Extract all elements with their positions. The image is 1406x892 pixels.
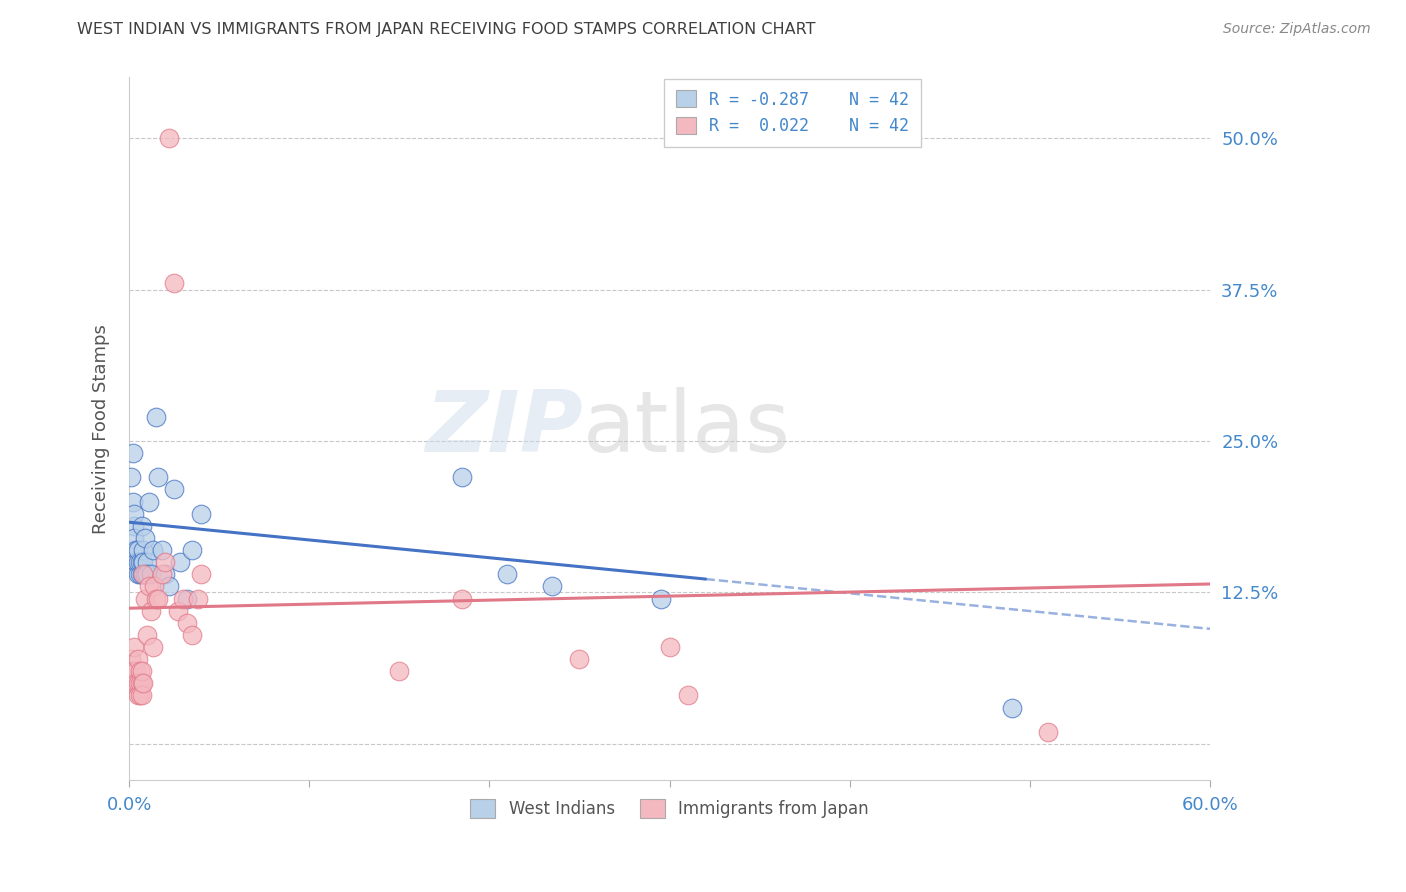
Point: [451, 591, 474, 606]
Point: [138, 494, 160, 508]
Point: [163, 277, 186, 291]
Point: [136, 555, 159, 569]
Point: [136, 628, 159, 642]
Point: [121, 446, 143, 460]
Point: [134, 567, 156, 582]
Point: [125, 555, 148, 569]
Point: [146, 470, 169, 484]
Point: [127, 676, 149, 690]
Point: [124, 518, 146, 533]
Point: [132, 567, 155, 582]
Point: [134, 591, 156, 606]
Point: [169, 555, 191, 569]
Point: [121, 494, 143, 508]
Point: [128, 555, 150, 569]
Point: [163, 483, 186, 497]
Point: [124, 676, 146, 690]
Point: [181, 543, 204, 558]
Point: [120, 652, 142, 666]
Point: [127, 689, 149, 703]
Point: [145, 409, 167, 424]
Point: [127, 555, 149, 569]
Point: [138, 579, 160, 593]
Point: [127, 543, 149, 558]
Point: [1036, 724, 1059, 739]
Point: [125, 676, 148, 690]
Point: [124, 507, 146, 521]
Point: [134, 531, 156, 545]
Point: [658, 640, 681, 654]
Point: [153, 555, 176, 569]
Point: [190, 567, 212, 582]
Text: Source: ZipAtlas.com: Source: ZipAtlas.com: [1223, 22, 1371, 37]
Point: [153, 567, 176, 582]
Point: [650, 591, 672, 606]
Point: [128, 567, 150, 582]
Point: [120, 470, 142, 484]
Point: [190, 507, 212, 521]
Point: [128, 689, 150, 703]
Point: [157, 131, 180, 145]
Point: [121, 665, 143, 679]
Point: [157, 579, 180, 593]
Point: [124, 640, 146, 654]
Point: [127, 652, 149, 666]
Point: [131, 555, 153, 569]
Point: [132, 555, 155, 569]
Point: [568, 652, 591, 666]
Point: [128, 676, 150, 690]
Point: [1001, 700, 1024, 714]
Point: [131, 689, 153, 703]
Point: [131, 665, 153, 679]
Point: [136, 567, 159, 582]
Point: [131, 567, 153, 582]
Point: [186, 591, 208, 606]
Point: [125, 555, 148, 569]
Legend: West Indians, Immigrants from Japan: West Indians, Immigrants from Japan: [464, 792, 876, 825]
Point: [139, 604, 162, 618]
Point: [132, 543, 155, 558]
Point: [150, 543, 173, 558]
Text: atlas: atlas: [583, 387, 792, 470]
Point: [132, 676, 155, 690]
Point: [496, 567, 519, 582]
Point: [166, 604, 188, 618]
Point: [176, 591, 198, 606]
Point: [451, 470, 474, 484]
Point: [388, 665, 411, 679]
Point: [124, 543, 146, 558]
Point: [143, 579, 166, 593]
Point: [131, 676, 153, 690]
Text: ZIP: ZIP: [426, 387, 583, 470]
Point: [131, 518, 153, 533]
Point: [141, 543, 163, 558]
Point: [139, 567, 162, 582]
Y-axis label: Receiving Food Stamps: Receiving Food Stamps: [93, 324, 110, 533]
Point: [145, 591, 167, 606]
Point: [150, 567, 173, 582]
Point: [125, 665, 148, 679]
Point: [141, 640, 163, 654]
Text: WEST INDIAN VS IMMIGRANTS FROM JAPAN RECEIVING FOOD STAMPS CORRELATION CHART: WEST INDIAN VS IMMIGRANTS FROM JAPAN REC…: [77, 22, 815, 37]
Point: [541, 579, 564, 593]
Point: [128, 665, 150, 679]
Point: [124, 531, 146, 545]
Point: [146, 591, 169, 606]
Point: [176, 615, 198, 630]
Point: [181, 628, 204, 642]
Point: [676, 689, 699, 703]
Point: [125, 543, 148, 558]
Point: [127, 567, 149, 582]
Point: [121, 676, 143, 690]
Point: [172, 591, 194, 606]
